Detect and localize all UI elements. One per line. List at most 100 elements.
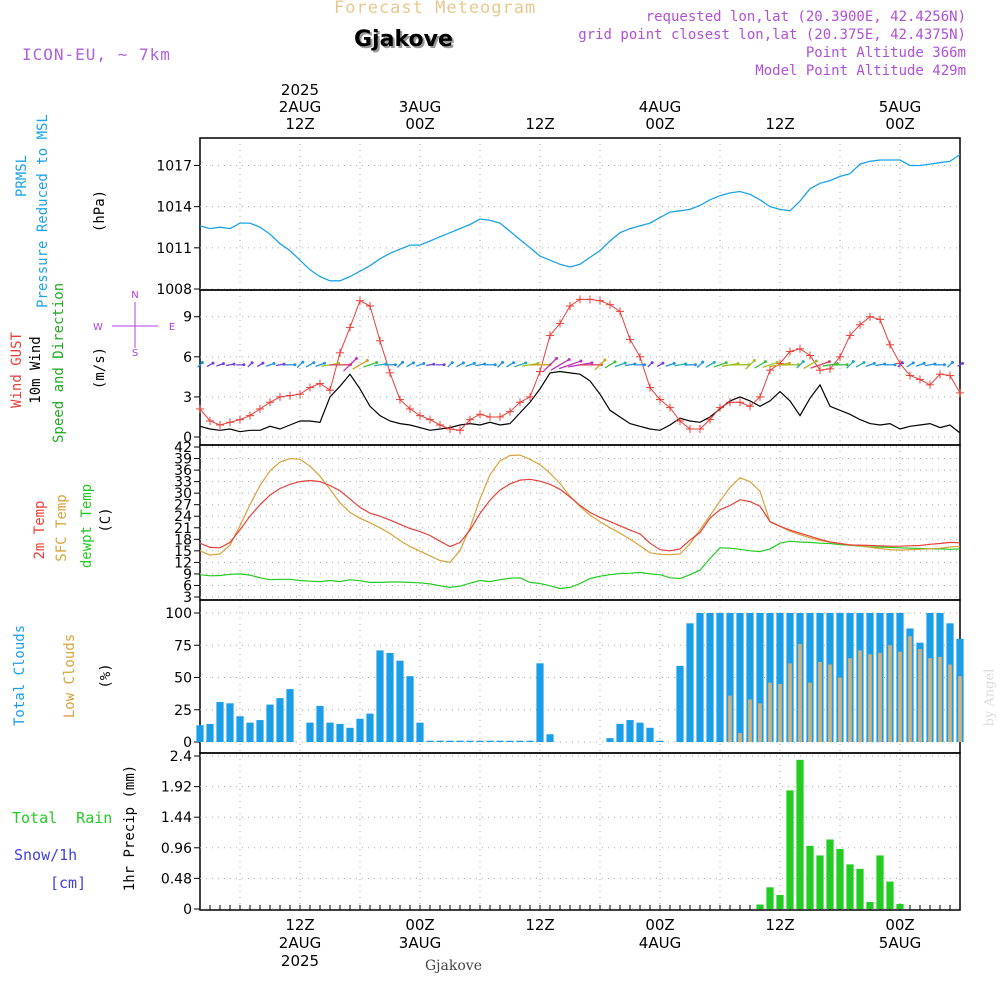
top-time-label: 4AUG <box>639 98 681 116</box>
y-tick-label: 18 <box>174 532 192 548</box>
wind-arrow-head <box>845 363 849 367</box>
total-cloud-bar <box>436 740 444 742</box>
total-cloud-bar <box>636 722 644 742</box>
low-cloud-bar <box>838 677 842 742</box>
y-tick-label: 0.48 <box>161 871 192 887</box>
wind-direction-arrow <box>770 362 790 368</box>
rain-bar <box>786 790 794 909</box>
total-cloud-bar <box>646 727 654 742</box>
wind-arrow-head <box>312 361 316 365</box>
wind-arrow-head <box>401 360 405 364</box>
wind-arrow-head <box>211 361 215 365</box>
low-cloud-bar <box>898 651 902 742</box>
bottom-time-label: 4AUG <box>639 934 681 952</box>
dewpt-line <box>199 540 961 590</box>
y-tick-label: 21 <box>174 521 192 537</box>
rain-bar <box>816 855 824 909</box>
requested-coords: requested lon,lat (20.3900E, 42.4256N) <box>645 9 966 25</box>
wind-arrow-head <box>567 357 571 361</box>
total-cloud-bar <box>236 716 244 742</box>
low-cloud-bar <box>938 656 942 742</box>
wind-arrow-head <box>354 356 358 360</box>
total-cloud-bar <box>316 705 324 742</box>
total-cloud-bar <box>546 734 554 742</box>
total-cloud-bar <box>626 720 634 742</box>
wind10m-line <box>199 370 961 434</box>
rain-bar <box>776 894 784 909</box>
panel-frame-temperature <box>199 444 961 601</box>
total-cloud-bar <box>706 613 714 742</box>
y-tick-label: 24 <box>174 509 192 525</box>
rain-bar <box>796 759 804 909</box>
total-cloud-bar <box>426 740 434 742</box>
wind-direction-arrow <box>625 363 635 367</box>
total-cloud-bar <box>776 613 784 742</box>
y-tick-label: 1.44 <box>161 810 192 826</box>
total-cloud-bar <box>336 723 344 742</box>
wind-direction-arrow <box>713 362 727 368</box>
wind-direction-arrow <box>721 362 739 367</box>
compass-s: S <box>132 348 138 359</box>
gridpoint-coords: grid point closest lon,lat (20.375E, 42.… <box>578 27 966 43</box>
wind-direction-arrow <box>803 360 817 370</box>
panel-frame-clouds <box>199 599 961 754</box>
wind-arrow-head <box>555 356 559 360</box>
y-tick-label: 42 <box>174 440 192 456</box>
low-cloud-bar <box>828 664 832 742</box>
wind-arrow-head <box>827 360 831 364</box>
wind-arrow-head <box>282 362 286 366</box>
total-cloud-bar <box>656 740 664 742</box>
total-cloud-bar <box>606 738 614 742</box>
total-cloud-bar <box>216 702 224 742</box>
wind-arrow-head <box>613 360 617 364</box>
wind-arrow-head <box>393 363 397 367</box>
wind-direction-arrow <box>875 363 885 367</box>
wind-arrow-head <box>432 362 436 366</box>
low-cloud-bar <box>798 643 802 742</box>
wind-arrow-head <box>701 360 705 364</box>
total-cloud-bar <box>516 740 524 742</box>
wind-arrow-head <box>900 361 904 365</box>
wind-arrow-head <box>712 360 716 364</box>
y-tick-label: 30 <box>174 486 192 502</box>
wind-arrow-head <box>893 363 897 367</box>
y-tick-label: 0.96 <box>161 841 192 857</box>
wind-arrow-head <box>752 359 756 363</box>
y-tick-label: 36 <box>174 463 192 479</box>
wind-direction-arrow <box>925 363 935 367</box>
total-cloud-bar <box>376 650 384 742</box>
low-cloud-bar <box>928 658 932 742</box>
top-time-label: 12Z <box>765 115 794 133</box>
wind-arrow-head <box>323 361 327 365</box>
total-cloud-bar <box>686 623 694 742</box>
total-cloud-bar <box>356 718 364 742</box>
total-cloud-bar <box>616 723 624 742</box>
wind-arrow-head <box>950 360 954 364</box>
wind-direction-arrow <box>762 361 778 368</box>
wind-arrow-head <box>579 359 583 363</box>
top-time-label: 12Z <box>285 115 314 133</box>
meteogram-title: Forecast Meteogram <box>334 0 537 18</box>
wind-arrow-head <box>524 361 528 365</box>
wind-arrow-head <box>801 360 805 364</box>
wind-arrow-head <box>693 363 697 367</box>
total-cloud-bar <box>476 740 484 742</box>
wind-arrow-head <box>590 361 594 365</box>
total-cloud-bar <box>396 660 404 742</box>
low-cloud-bar <box>748 699 752 742</box>
panel-frame-1hr-precip <box>199 752 961 911</box>
rain-bar <box>766 887 774 909</box>
wind-arrow-head <box>814 359 818 363</box>
bottom-time-label: 12Z <box>525 916 554 934</box>
compass-n: N <box>131 290 138 301</box>
y-tick-label: 3 <box>183 590 192 606</box>
precip-rain-label: Total Rain <box>12 809 113 827</box>
panel-frame-prmsl <box>199 137 961 291</box>
low-cloud-bar <box>908 636 912 742</box>
wind-direction-arrow <box>558 360 582 370</box>
y-tick-label: 33 <box>174 475 192 491</box>
y-tick-label: 12 <box>174 555 192 571</box>
y-tick-label: 39 <box>174 452 192 468</box>
low-cloud-bar <box>858 650 862 742</box>
total-cloud-bar <box>326 722 334 742</box>
